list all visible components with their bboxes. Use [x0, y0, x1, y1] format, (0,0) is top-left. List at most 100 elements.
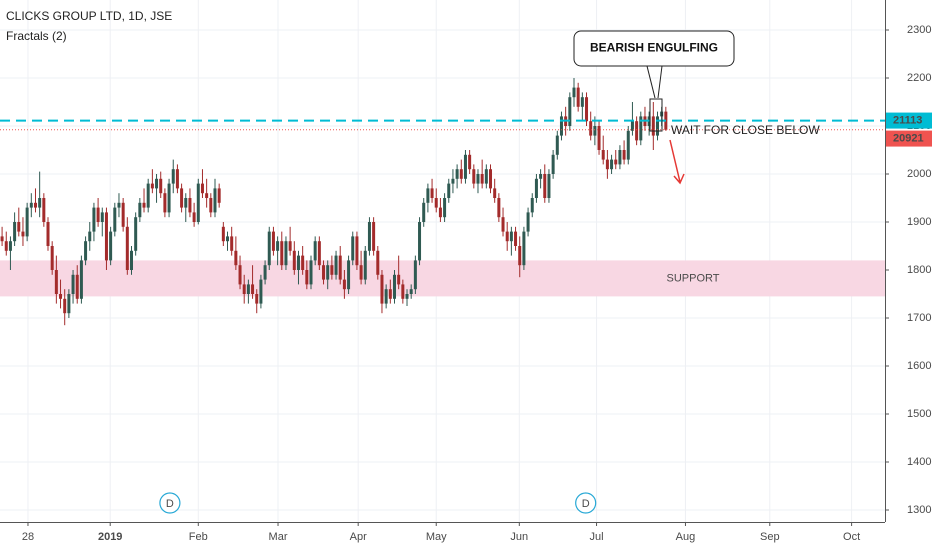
candle-body	[242, 284, 246, 294]
indicator-name: Fractals (2)	[6, 29, 67, 43]
candle-body	[92, 207, 96, 232]
candle-body	[418, 222, 422, 261]
price-label: 21113	[893, 114, 922, 126]
candle-body	[100, 212, 104, 222]
candle-body	[401, 284, 405, 299]
x-tick-label: Jul	[590, 531, 604, 543]
candle-body	[196, 183, 200, 222]
candle-body	[184, 198, 188, 208]
candle-body	[125, 226, 129, 270]
candle-body	[367, 222, 371, 251]
candles	[0, 78, 668, 326]
candle-body	[213, 188, 217, 213]
candle-body	[459, 169, 463, 179]
candle-body	[104, 212, 108, 261]
candle-body	[497, 198, 501, 218]
y-tick-label: 23000	[907, 24, 932, 36]
candle-body	[4, 241, 8, 251]
candle-body	[526, 212, 530, 232]
candle-body	[109, 231, 113, 261]
candle-body	[301, 255, 305, 270]
candle-body	[409, 289, 413, 294]
candle-body	[476, 174, 480, 184]
candle-body	[59, 294, 63, 299]
candle-body	[13, 222, 17, 242]
candle-body	[205, 193, 209, 198]
candle-body	[443, 198, 447, 218]
candle-body	[146, 183, 150, 208]
x-tick-label: Sep	[760, 531, 780, 543]
candle-body	[518, 246, 522, 266]
candle-body	[142, 202, 146, 208]
candle-body	[626, 130, 630, 160]
candle-body	[117, 202, 121, 208]
candle-body	[21, 231, 25, 237]
candle-body	[251, 284, 255, 294]
candle-body	[221, 226, 225, 242]
candle-body	[422, 202, 426, 222]
candle-body	[559, 116, 563, 136]
candle-body	[468, 154, 472, 170]
callout-pointer	[657, 65, 663, 99]
x-tick-label: Mar	[269, 531, 288, 543]
candle-body	[276, 241, 280, 251]
candle-body	[397, 274, 401, 285]
candle-body	[234, 250, 238, 266]
candle-body	[447, 183, 451, 198]
candle-body	[651, 116, 655, 136]
candle-body	[514, 231, 518, 246]
candle-body	[493, 188, 497, 198]
candle-body	[610, 159, 614, 170]
candle-body	[376, 250, 380, 275]
candle-body	[280, 241, 284, 266]
candle-body	[451, 178, 455, 184]
candle-body	[484, 169, 488, 184]
x-tick-label: May	[426, 531, 447, 543]
candle-body	[113, 207, 117, 232]
candle-body	[46, 222, 50, 246]
candle-body	[238, 265, 242, 285]
candle-body	[305, 270, 309, 285]
candle-body	[347, 260, 351, 290]
candle-body	[296, 255, 300, 270]
candle-body	[380, 274, 384, 304]
x-tick-label: Oct	[843, 531, 860, 543]
candle-body	[351, 236, 355, 261]
candle-body	[138, 202, 142, 218]
candle-body	[200, 183, 204, 194]
candle-body	[589, 121, 593, 136]
x-tick-label: 2019	[98, 531, 122, 543]
candle-body	[505, 231, 509, 242]
candle-body	[388, 289, 392, 299]
candle-body	[246, 284, 250, 294]
y-tick-label: 20000	[907, 168, 932, 180]
candle-body	[54, 270, 58, 294]
candle-body	[192, 212, 196, 222]
candle-body	[509, 231, 513, 242]
candle-body	[363, 250, 367, 280]
candle-body	[572, 87, 576, 98]
candle-body	[597, 126, 601, 150]
y-tick-label: 15000	[907, 408, 932, 420]
candle-body	[129, 250, 134, 270]
candle-body	[622, 150, 626, 160]
candle-body	[355, 236, 359, 266]
pattern-box	[649, 98, 663, 132]
candle-body	[326, 265, 330, 280]
y-tick-label: 16000	[907, 360, 932, 372]
candle-body	[635, 121, 639, 141]
candle-body	[155, 178, 159, 189]
instruction-label: WAIT FOR CLOSE BELOW	[671, 123, 820, 137]
candle-body	[472, 169, 476, 184]
y-tick-label: 13000	[907, 504, 932, 516]
candle-body	[75, 274, 79, 299]
candle-body	[167, 183, 171, 213]
candle-body	[576, 87, 580, 107]
x-tick-label: Feb	[189, 531, 208, 543]
candle-body	[639, 116, 643, 141]
candle-body	[392, 274, 396, 299]
candle-body	[0, 236, 4, 242]
price-label-bg	[886, 112, 932, 129]
candle-body	[522, 231, 526, 266]
candle-body	[322, 265, 326, 280]
